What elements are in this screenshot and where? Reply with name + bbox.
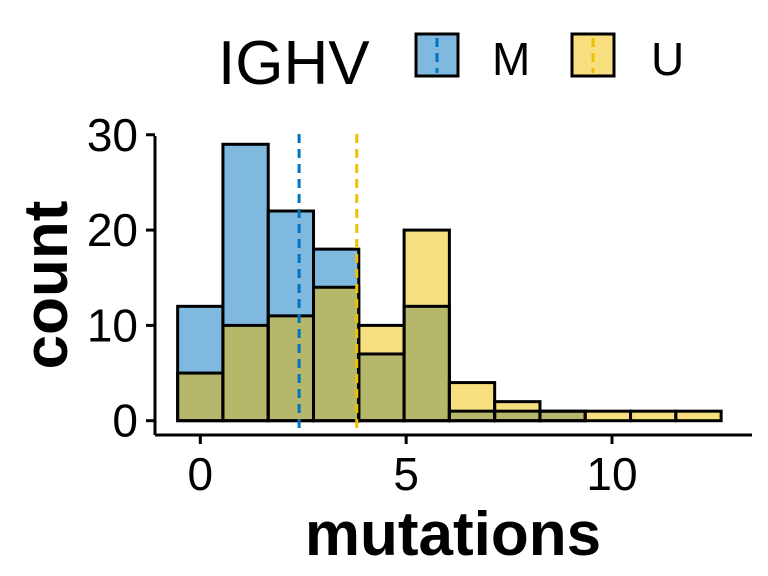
bar-m-bin-3 <box>313 249 359 288</box>
bar-overlap-bin-5 <box>404 306 450 421</box>
legend-item-m: M <box>414 32 530 85</box>
x-tick-label-0: 0 <box>187 448 213 500</box>
bar-overlap-bin-6 <box>449 411 495 421</box>
bar-m-bin-2 <box>268 211 314 316</box>
y-tick-label-0: 0 <box>112 395 138 447</box>
x-tick-label-5: 5 <box>393 448 419 500</box>
bar-overlap-bin-0 <box>177 373 223 421</box>
bar-u-bin-10 <box>630 411 676 421</box>
bar-u-bin-9 <box>585 411 631 421</box>
bar-overlap-bin-3 <box>313 287 359 421</box>
legend: IGHV M U <box>218 29 684 98</box>
y-axis-title: count <box>12 201 81 370</box>
legend-label-m: M <box>492 33 530 85</box>
bar-u-bin-5 <box>404 230 450 307</box>
bar-overlap-bin-1 <box>222 325 269 421</box>
bar-m-bin-1 <box>222 144 269 326</box>
legend-label-u: U <box>651 33 684 85</box>
bar-outline-u-bin-5 <box>402 228 451 423</box>
bar-u-bin-6 <box>449 382 495 412</box>
x-axis-title: mutations <box>305 500 601 569</box>
bar-overlap-bin-8 <box>539 411 586 421</box>
legend-title: IGHV <box>218 29 370 98</box>
bar-u-bin-11 <box>675 411 722 421</box>
legend-item-u: U <box>570 32 684 85</box>
bar-outline-u-bin-11 <box>674 409 723 423</box>
plot-area: 0 5 10 0 10 20 30 <box>87 109 752 500</box>
y-tick-label-10: 10 <box>87 299 138 351</box>
y-tick-label-20: 20 <box>87 204 138 256</box>
x-tick-label-10: 10 <box>586 448 637 500</box>
bar-overlap-bin-4 <box>358 353 405 421</box>
bar-u-bin-4 <box>358 325 405 354</box>
bar-u-bin-7 <box>494 401 540 412</box>
bar-overlap-bin-7 <box>494 411 540 421</box>
y-tick-label-30: 30 <box>87 109 138 161</box>
bar-m-bin-0 <box>177 306 223 374</box>
bar-overlap-bin-2 <box>268 315 314 421</box>
